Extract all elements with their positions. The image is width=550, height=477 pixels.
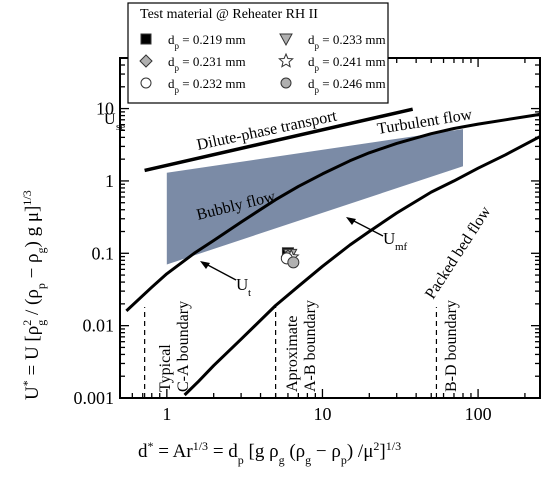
y-tick-label-0: 0.001 bbox=[74, 388, 115, 408]
x-tick-label-2: 100 bbox=[465, 404, 492, 424]
legend-label-0: dp = 0.219 mm bbox=[168, 32, 246, 51]
svg-text:A-B boundary: A-B boundary bbox=[302, 300, 319, 392]
x-tick-label-0: 1 bbox=[162, 404, 171, 424]
series-umf-line bbox=[183, 135, 541, 397]
legend-label-2: dp = 0.231 mm bbox=[168, 54, 246, 73]
legend-entry-1: dp = 0.233 mm bbox=[279, 32, 386, 51]
y-tick-label-1: 0.01 bbox=[83, 316, 115, 336]
legend-title: Test material @ Reheater RH II bbox=[140, 7, 318, 22]
svg-text:t: t bbox=[248, 287, 251, 299]
y-tick-label-2: 0.1 bbox=[92, 243, 115, 263]
legend-marker-3 bbox=[278, 52, 294, 68]
legend-label-4: dp = 0.232 mm bbox=[168, 76, 246, 95]
axis-ticks: 1 10 100 0.001 0.01 0.1 1 10 bbox=[74, 57, 540, 424]
umf-label: U mf bbox=[346, 217, 408, 253]
svg-text:B-D boundary: B-D boundary bbox=[443, 300, 460, 392]
x-tick-label-1: 10 bbox=[313, 404, 331, 424]
legend-marker-2 bbox=[139, 54, 153, 68]
legend-entry-4: dp = 0.232 mm bbox=[140, 76, 246, 95]
legend-marker-1 bbox=[279, 33, 293, 47]
legend-box bbox=[127, 2, 389, 104]
svg-text:Aproximate: Aproximate bbox=[284, 316, 301, 392]
boundary-bd-label: B-D boundary bbox=[443, 300, 460, 392]
y-axis-title: U* = U [ρ2g / (ρp − ρg) g μ]1/3 bbox=[20, 190, 48, 400]
series-ut-line bbox=[125, 112, 541, 312]
ut-label: U t bbox=[200, 261, 251, 299]
svg-text:Typical: Typical bbox=[157, 344, 174, 392]
y-tick-label-3: 1 bbox=[105, 171, 114, 191]
legend-entry-3: dp = 0.241 mm bbox=[278, 52, 386, 73]
plot-content bbox=[125, 107, 541, 398]
svg-text:U: U bbox=[236, 275, 248, 294]
svg-text:mf: mf bbox=[395, 241, 408, 253]
svg-text:C-A boundary: C-A boundary bbox=[175, 301, 192, 392]
legend-label-5: dp = 0.246 mm bbox=[308, 76, 386, 95]
legend-entry-5: dp = 0.246 mm bbox=[280, 76, 386, 95]
svg-text:U: U bbox=[104, 111, 116, 128]
region-bubbly-flow bbox=[166, 129, 464, 265]
legend-label-3: dp = 0.241 mm bbox=[308, 54, 386, 73]
legend-label-1: dp = 0.233 mm bbox=[308, 32, 386, 51]
svg-text:U: U bbox=[383, 229, 395, 248]
boundary-ab-label: Aproximate A-B boundary bbox=[284, 300, 319, 392]
legend-entry-2: dp = 0.231 mm bbox=[139, 54, 246, 73]
legend-marker-0 bbox=[140, 33, 152, 45]
data-point-5 bbox=[287, 256, 300, 269]
legend-entry-0: dp = 0.219 mm bbox=[140, 32, 246, 51]
legend-marker-5 bbox=[280, 77, 292, 89]
x-axis-title: d* = Ar1/3 = dp [g ρg (ρg − ρp) /μ2]1/3 bbox=[138, 439, 401, 467]
boundary-ca-label: Typical C-A boundary bbox=[157, 301, 192, 392]
use-subscript: se bbox=[116, 121, 125, 133]
use-label: U se bbox=[104, 111, 125, 133]
legend: Test material @ Reheater RH II dp = 0.21… bbox=[127, 2, 389, 104]
legend-marker-4 bbox=[140, 77, 152, 89]
series-use-line bbox=[144, 107, 414, 173]
y-tick-label-4: 10 bbox=[96, 99, 114, 119]
